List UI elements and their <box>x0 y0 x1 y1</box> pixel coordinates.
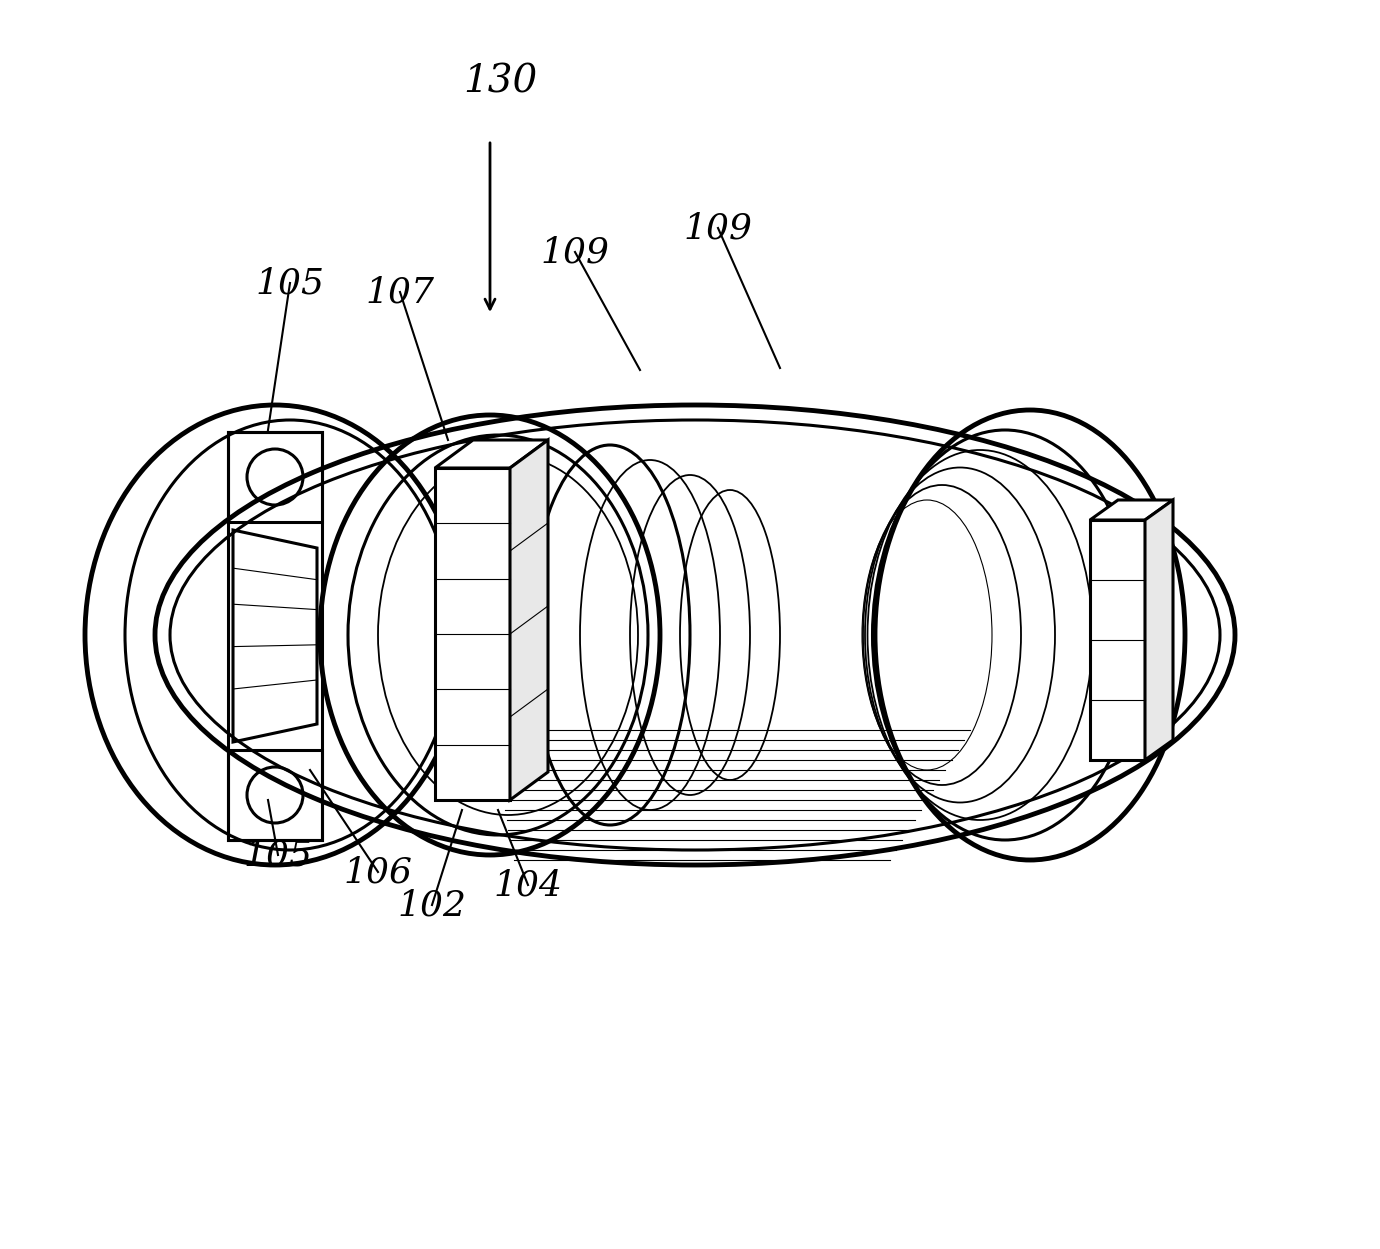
Bar <box>435 468 511 801</box>
Text: 104: 104 <box>494 868 563 902</box>
Polygon shape <box>1145 500 1173 759</box>
Bar <box>228 749 322 841</box>
Bar <box>228 432 322 841</box>
Text: 130: 130 <box>462 64 537 100</box>
Text: 109: 109 <box>541 235 610 269</box>
Polygon shape <box>1090 500 1173 520</box>
Bar <box>1090 520 1145 759</box>
Text: 105: 105 <box>255 266 324 300</box>
Text: 109: 109 <box>683 211 752 245</box>
Polygon shape <box>511 440 548 801</box>
Text: 107: 107 <box>366 275 435 309</box>
Text: 102: 102 <box>397 888 466 922</box>
Bar <box>228 432 322 522</box>
Text: 106: 106 <box>344 856 413 889</box>
Text: 105: 105 <box>243 838 312 872</box>
Polygon shape <box>435 440 548 468</box>
